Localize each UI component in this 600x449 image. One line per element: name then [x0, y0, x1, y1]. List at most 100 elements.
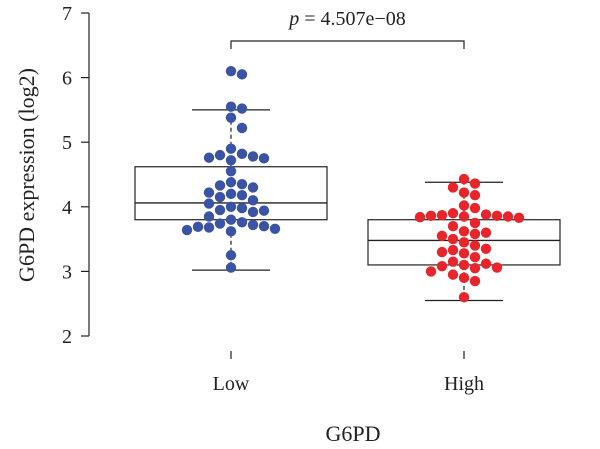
point-high — [447, 220, 459, 232]
point-low — [236, 122, 248, 134]
y-tick-label: 4 — [62, 197, 72, 219]
point-high — [513, 212, 525, 223]
point-low — [225, 101, 237, 112]
point-low — [203, 152, 215, 163]
point-high — [469, 228, 481, 240]
point-high — [491, 262, 503, 273]
point-low — [258, 220, 270, 232]
point-high — [469, 178, 481, 189]
point-high — [447, 208, 459, 219]
point-low — [225, 166, 237, 177]
point-low — [203, 211, 215, 222]
p-value-label: p = 4.507e−08 — [287, 8, 405, 30]
p-value: = 4.507e−08 — [299, 8, 405, 30]
point-high — [469, 240, 481, 251]
point-high — [458, 292, 470, 303]
point-low — [225, 112, 237, 123]
point-low — [236, 202, 248, 214]
y-tick-label: 2 — [62, 326, 72, 348]
point-high — [458, 237, 470, 248]
point-low — [225, 65, 237, 77]
point-low — [247, 206, 259, 218]
point-high — [480, 258, 492, 269]
significance-annotation: p = 4.507e−08 — [230, 8, 465, 49]
point-low — [236, 148, 248, 160]
point-low — [247, 195, 259, 206]
point-low — [214, 180, 226, 191]
point-low — [225, 188, 237, 200]
point-high — [469, 217, 481, 229]
y-tick-label: 6 — [62, 68, 72, 90]
point-high — [425, 266, 437, 277]
x-tick-label: Low — [213, 373, 250, 395]
point-low — [192, 221, 204, 233]
point-high — [436, 209, 448, 221]
x-axis: Low High — [213, 351, 484, 395]
point-low — [236, 103, 248, 114]
point-low — [225, 214, 237, 225]
point-high — [458, 272, 470, 284]
y-axis-title: G6PD expression (log2) — [14, 68, 39, 282]
point-low — [225, 262, 237, 273]
point-low — [269, 223, 281, 234]
point-high — [436, 230, 448, 242]
point-low — [225, 177, 237, 188]
point-low — [236, 189, 248, 201]
data-points — [181, 65, 525, 303]
point-high — [414, 211, 426, 223]
point-low — [181, 224, 193, 236]
point-high — [458, 226, 470, 237]
point-low — [236, 69, 248, 80]
point-low — [247, 219, 259, 231]
point-high — [480, 227, 492, 238]
point-low — [203, 187, 215, 198]
point-high — [458, 173, 470, 185]
point-high — [469, 275, 481, 287]
point-high — [447, 182, 459, 193]
point-high — [458, 259, 470, 271]
point-low — [203, 222, 215, 233]
point-high — [469, 262, 481, 274]
point-high — [458, 187, 470, 198]
point-high — [447, 256, 459, 267]
point-low — [214, 218, 226, 229]
point-high — [447, 233, 459, 245]
point-low — [214, 191, 226, 203]
y-tick-label: 3 — [62, 261, 72, 283]
point-high — [447, 244, 459, 256]
point-low — [225, 250, 237, 261]
point-high — [458, 200, 470, 211]
y-tick-label: 7 — [62, 3, 72, 25]
point-high — [469, 202, 481, 214]
point-high — [469, 189, 481, 201]
point-low — [225, 143, 237, 154]
x-axis-title: G6PD — [325, 421, 380, 446]
point-low — [236, 178, 248, 190]
point-high — [436, 246, 448, 258]
point-low — [214, 204, 226, 216]
point-high — [480, 209, 492, 220]
point-high — [447, 269, 459, 280]
x-tick-label: High — [444, 373, 484, 395]
point-high — [458, 248, 470, 259]
point-low — [258, 205, 270, 216]
p-symbol: p — [287, 8, 299, 30]
point-low — [203, 198, 215, 209]
point-high — [480, 243, 492, 254]
y-tick-label: 5 — [62, 132, 72, 154]
point-high — [425, 210, 437, 222]
point-low — [247, 182, 259, 193]
significance-bracket — [230, 40, 465, 49]
point-low — [225, 226, 237, 237]
point-high — [502, 211, 514, 222]
point-low — [247, 151, 259, 162]
point-low — [236, 217, 248, 228]
point-low — [214, 149, 226, 161]
point-high — [458, 211, 470, 222]
point-high — [436, 261, 448, 272]
y-axis: 2 3 4 5 6 7 — [62, 3, 90, 348]
point-low — [225, 201, 237, 212]
point-high — [469, 251, 481, 263]
point-high — [491, 210, 503, 222]
